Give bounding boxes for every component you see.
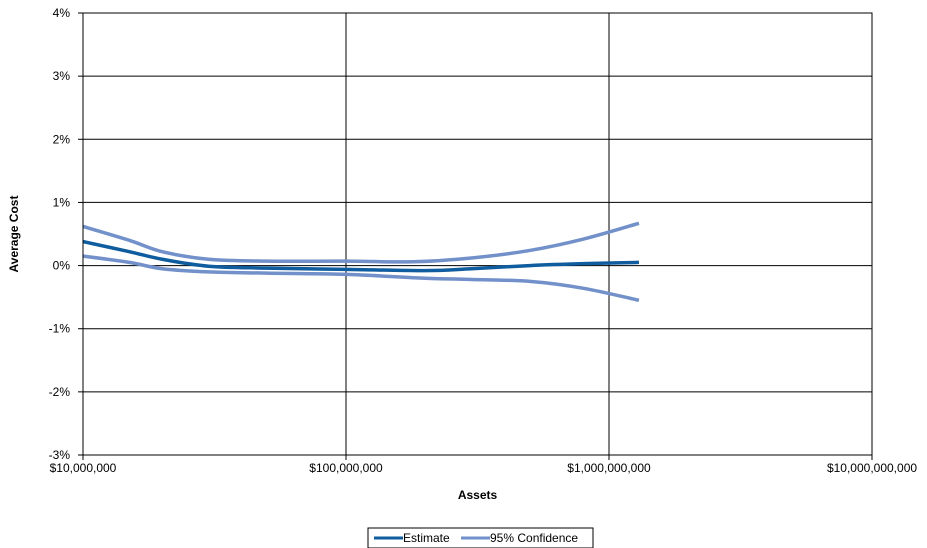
y-tick-label: -1%	[49, 322, 71, 336]
y-tick-label: 4%	[53, 6, 71, 20]
y-tick-label: 0%	[53, 259, 71, 273]
x-axis-title: Assets	[458, 488, 498, 502]
legend-label-confidence: 95% Confidence	[490, 531, 578, 545]
gridlines	[82, 12, 873, 456]
series-line-confidence-lower	[82, 254, 640, 303]
plot-area	[82, 12, 873, 456]
y-axis-title: Average Cost	[7, 196, 21, 273]
y-axis-ticks: 4% 3% 2% 1% 0% -1% -2% -3%	[49, 6, 83, 462]
legend-label-estimate: Estimate	[403, 531, 450, 545]
series-lines	[82, 221, 640, 303]
series-line-confidence-upper	[82, 221, 640, 264]
x-tick-label: $1,000,000,000	[567, 461, 651, 475]
x-tick-label: $10,000,000	[50, 461, 117, 475]
y-tick-label: -2%	[49, 385, 71, 399]
y-tick-label: 2%	[53, 132, 71, 146]
y-tick-label: 1%	[53, 195, 71, 209]
x-tick-label: $10,000,000,000	[827, 461, 917, 475]
x-axis-ticks: $10,000,000 $100,000,000 $1,000,000,000 $10…	[50, 455, 917, 475]
legend: Estimate 95% Confidence	[367, 527, 594, 548]
x-tick-label: $100,000,000	[309, 461, 383, 475]
series-line-estimate	[82, 239, 640, 273]
y-tick-label: -3%	[49, 448, 71, 462]
y-tick-label: 3%	[53, 69, 71, 83]
